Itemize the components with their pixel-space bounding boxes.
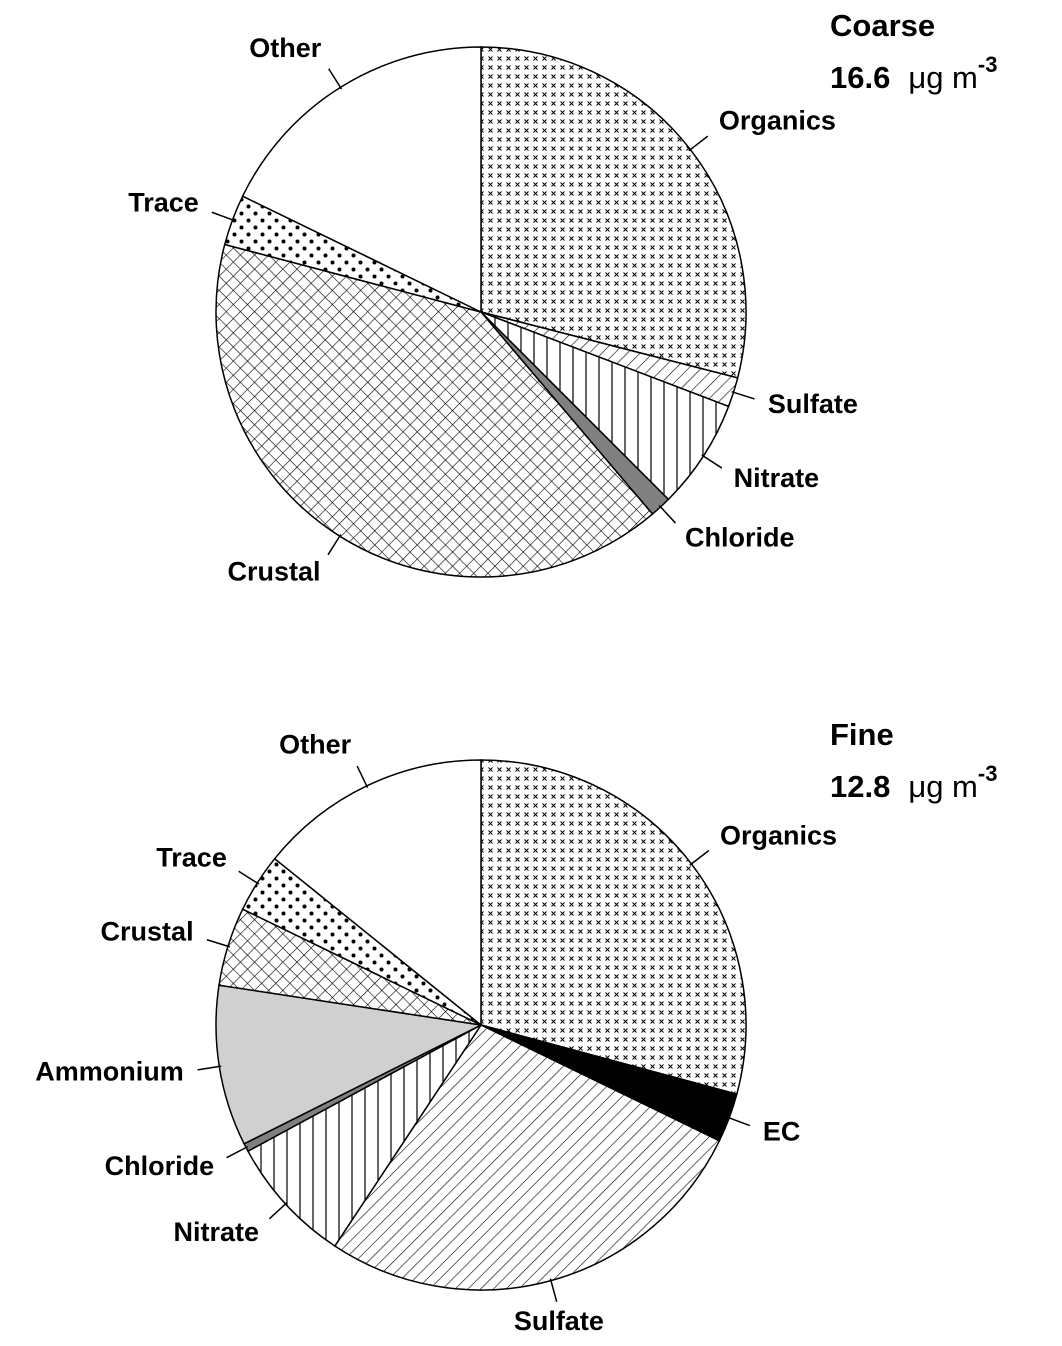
leader-line [211, 211, 235, 222]
leader-line [226, 1145, 249, 1159]
slice-label: Other [249, 33, 322, 63]
total-unit: μg m [908, 60, 978, 95]
slice-label: Crustal [227, 557, 320, 587]
leader-line [701, 454, 723, 469]
leader-line [688, 135, 709, 152]
total-unit: μg m [908, 769, 978, 804]
slice-label: Nitrate [173, 1217, 259, 1247]
leader-line [206, 939, 231, 948]
chart-title: Coarse [830, 8, 935, 43]
total-unit-exponent: -3 [978, 761, 998, 786]
leader-line [731, 390, 755, 400]
slice-label: Chloride [105, 1151, 215, 1181]
slice-label: Organics [720, 820, 837, 850]
total-label: 12.8 μg m-3 [830, 761, 997, 804]
leader-line [197, 1065, 222, 1071]
leader-line [328, 68, 343, 90]
leader-line [268, 1202, 288, 1220]
leader-line [727, 1116, 751, 1127]
slice-label: Sulfate [768, 389, 858, 419]
total-value: 12.8 [830, 769, 890, 804]
leader-line [658, 504, 677, 524]
total-label: 16.6 μg m-3 [830, 52, 997, 95]
slice-label: Trace [156, 843, 227, 873]
slice-label: Nitrate [734, 463, 820, 493]
total-value: 16.6 [830, 60, 890, 95]
slice-label: Chloride [685, 522, 795, 552]
leader-line [549, 1278, 558, 1303]
total-unit-exponent: -3 [978, 52, 998, 77]
slice-label: Other [279, 729, 352, 759]
slice-label: Ammonium [35, 1056, 184, 1086]
leader-line [238, 870, 260, 885]
slice-label: Organics [719, 106, 836, 136]
chart-title: Fine [830, 717, 894, 752]
slice-label: EC [763, 1116, 801, 1146]
slice-label: Sulfate [514, 1306, 604, 1336]
leader-line [327, 534, 342, 556]
slice-label: Crustal [101, 916, 194, 946]
leader-line [689, 849, 710, 866]
slice-label: Trace [128, 188, 199, 218]
leader-line [356, 765, 369, 789]
